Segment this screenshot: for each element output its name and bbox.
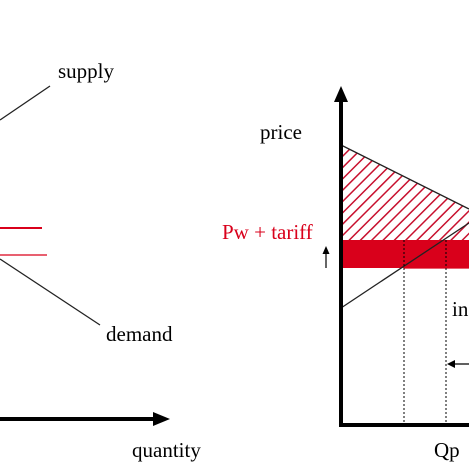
left-supply-curve	[0, 85, 51, 121]
demand-label: demand	[106, 322, 173, 346]
pw-tariff-label: Pw + tariff	[222, 220, 313, 244]
right-y-axis-arrowhead	[334, 86, 348, 102]
left-x-axis-arrowhead	[153, 412, 170, 426]
left-x-axis-label: quantity	[132, 438, 201, 462]
tariff-increase-arrow-head	[322, 246, 330, 254]
imports-partial-label: in	[452, 297, 469, 321]
price-axis-label: price	[260, 120, 302, 144]
supply-label: supply	[58, 59, 115, 83]
left-demand-curve	[0, 258, 101, 326]
left-panel: supply demand quantity	[0, 59, 201, 462]
imports-arrow-head	[447, 360, 455, 368]
right-panel: price Pw + tariff in Qp	[222, 86, 469, 462]
producer-surplus-gain	[341, 240, 440, 268]
qp-label: Qp	[434, 438, 460, 462]
consumer-surplus-hatched	[341, 145, 469, 240]
right-demand-curve	[340, 144, 469, 210]
right-supply-curve	[340, 222, 469, 309]
